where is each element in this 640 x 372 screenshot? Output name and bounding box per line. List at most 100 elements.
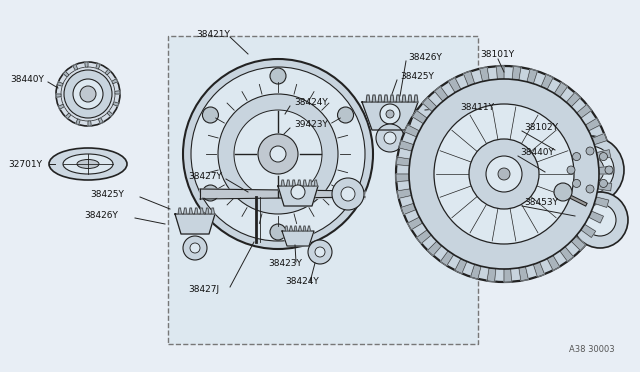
Text: 38453Y: 38453Y [524, 198, 558, 206]
Text: 38440Y: 38440Y [520, 148, 554, 157]
Polygon shape [372, 95, 376, 102]
Polygon shape [76, 119, 80, 125]
Circle shape [308, 240, 332, 264]
Polygon shape [294, 226, 297, 231]
Polygon shape [463, 71, 475, 86]
Circle shape [202, 185, 218, 201]
Polygon shape [107, 111, 113, 117]
Polygon shape [115, 91, 120, 94]
Polygon shape [581, 224, 596, 237]
Circle shape [573, 179, 580, 187]
Polygon shape [366, 95, 370, 102]
Polygon shape [189, 208, 193, 214]
Polygon shape [596, 150, 611, 159]
Polygon shape [113, 102, 118, 106]
Polygon shape [200, 189, 365, 199]
Circle shape [337, 107, 353, 123]
Polygon shape [399, 141, 413, 151]
Polygon shape [307, 226, 310, 231]
Circle shape [332, 178, 364, 210]
Circle shape [572, 192, 628, 248]
Text: 38101Y: 38101Y [480, 49, 514, 58]
Text: 38427J: 38427J [188, 285, 219, 295]
Polygon shape [378, 95, 382, 102]
Polygon shape [178, 208, 182, 214]
Polygon shape [58, 82, 63, 86]
Ellipse shape [49, 148, 127, 180]
Polygon shape [287, 180, 290, 186]
Circle shape [341, 187, 355, 201]
Circle shape [183, 236, 207, 260]
Polygon shape [99, 118, 103, 124]
Polygon shape [308, 180, 312, 186]
Polygon shape [289, 226, 292, 231]
Text: 38425Y: 38425Y [90, 189, 124, 199]
Polygon shape [96, 63, 100, 69]
Text: 38102Y: 38102Y [524, 122, 558, 131]
Polygon shape [112, 79, 118, 84]
Polygon shape [195, 208, 198, 214]
Polygon shape [88, 121, 91, 126]
Polygon shape [589, 211, 604, 223]
Polygon shape [303, 180, 307, 186]
Circle shape [586, 185, 594, 193]
Polygon shape [440, 251, 454, 266]
Polygon shape [435, 87, 448, 101]
Text: 38425Y: 38425Y [400, 71, 434, 80]
Polygon shape [527, 69, 538, 84]
Polygon shape [487, 268, 496, 282]
Polygon shape [401, 203, 416, 215]
Circle shape [190, 243, 200, 253]
Circle shape [270, 224, 286, 240]
Polygon shape [541, 74, 553, 89]
Circle shape [566, 146, 614, 194]
Polygon shape [314, 180, 317, 186]
Polygon shape [298, 226, 301, 231]
Circle shape [384, 132, 396, 144]
Circle shape [270, 68, 286, 84]
Polygon shape [58, 104, 64, 109]
Circle shape [409, 79, 599, 269]
Circle shape [600, 153, 607, 161]
Polygon shape [414, 95, 418, 102]
Polygon shape [408, 217, 422, 230]
Circle shape [73, 79, 103, 109]
Polygon shape [497, 66, 504, 79]
FancyBboxPatch shape [168, 36, 478, 344]
Polygon shape [566, 93, 580, 107]
Polygon shape [292, 180, 296, 186]
Text: 38421Y: 38421Y [196, 29, 230, 38]
Polygon shape [547, 256, 559, 270]
Circle shape [486, 156, 522, 192]
Polygon shape [422, 97, 437, 112]
Polygon shape [480, 67, 489, 81]
Text: 39423Y: 39423Y [294, 119, 328, 128]
Polygon shape [397, 189, 412, 198]
Circle shape [386, 110, 394, 118]
Circle shape [605, 166, 613, 174]
Polygon shape [504, 269, 511, 282]
Polygon shape [73, 64, 77, 70]
Polygon shape [554, 83, 568, 97]
Circle shape [567, 166, 575, 174]
Polygon shape [599, 166, 612, 174]
Polygon shape [470, 264, 481, 279]
Polygon shape [455, 259, 467, 273]
Polygon shape [412, 110, 427, 124]
Circle shape [202, 107, 218, 123]
Polygon shape [512, 67, 521, 80]
Polygon shape [592, 134, 607, 145]
Polygon shape [384, 95, 388, 102]
Circle shape [234, 110, 322, 198]
Polygon shape [211, 208, 214, 214]
Polygon shape [408, 95, 412, 102]
Circle shape [291, 185, 305, 199]
Polygon shape [595, 197, 609, 207]
Ellipse shape [63, 154, 113, 174]
Circle shape [56, 62, 120, 126]
Text: 38424Y: 38424Y [285, 278, 319, 286]
Polygon shape [362, 102, 418, 130]
Circle shape [498, 168, 510, 180]
Text: 32701Y: 32701Y [8, 160, 42, 169]
Circle shape [554, 183, 572, 201]
